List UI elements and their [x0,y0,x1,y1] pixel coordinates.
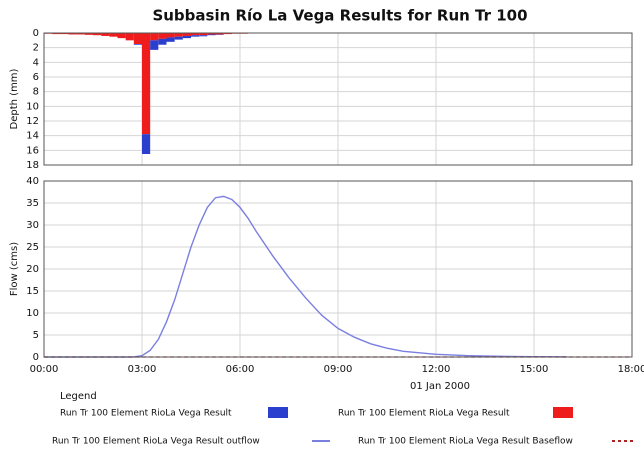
bar [166,33,175,38]
bar [93,33,102,36]
y-tick-label: 10 [26,308,39,319]
bar [84,33,93,35]
y-tick-label: 40 [26,176,39,187]
x-tick-label: 12:00 [422,364,451,375]
bar [52,33,61,35]
y-tick-label: 18 [26,160,39,171]
chart-title: Subbasin Río La Vega Results for Run Tr … [152,7,527,25]
x-tick-label: 06:00 [226,364,255,375]
bar [174,36,183,40]
y-tick-label: 12 [26,116,39,127]
bar [142,134,151,154]
bar [158,38,167,45]
legend-label: Run Tr 100 Element RioLa Vega Result [338,409,510,419]
bar [68,33,77,35]
bar [207,33,216,35]
y-tick-label: 6 [33,72,39,83]
x-tick-label: 00:00 [30,364,59,375]
x-tick-label: 09:00 [324,364,353,375]
y-tick-label: 8 [33,87,39,98]
bar [223,33,232,35]
bar [215,33,224,35]
y-tick-label: 5 [33,330,39,341]
plot-frame [43,32,633,166]
y-tick-label: 10 [26,101,39,112]
y-tick-label: 14 [26,131,39,142]
y-tick-label: 16 [26,145,39,156]
y-tick-label: 30 [26,220,39,231]
y-axis-label: Flow (cms) [9,242,20,296]
x-tick-label: 03:00 [128,364,157,375]
bar [182,33,191,36]
y-tick-label: 35 [26,198,39,209]
x-tick-label: 15:00 [520,364,549,375]
bar [150,40,159,50]
bar [133,33,142,44]
bar [101,33,110,36]
y-tick-label: 20 [26,264,39,275]
bar [191,33,200,36]
y-tick-label: 25 [26,242,39,253]
bar [133,44,142,45]
legend-swatch [553,407,573,418]
legend-title: Legend [60,391,97,402]
bar [182,35,191,39]
bar [166,37,175,42]
bar [199,35,208,37]
y-tick-label: 2 [33,43,39,54]
y-tick-label: 15 [26,286,39,297]
bar [158,33,167,39]
bar [76,33,85,35]
bar [117,33,126,39]
bar [150,33,159,41]
y-tick-label: 4 [33,57,39,68]
x-tick-label: 18:00 [618,364,644,375]
bar [109,33,118,37]
y-tick-label: 0 [33,352,39,363]
bar [60,33,69,35]
bar [207,34,216,36]
plot-frame [43,180,633,358]
bar [125,33,134,41]
legend-swatch [268,407,288,418]
legend-label: Run Tr 100 Element RioLa Vega Result out… [52,437,260,447]
bar [191,35,200,37]
legend-label: Run Tr 100 Element RioLa Vega Result [60,409,232,419]
line [44,195,567,358]
legend-label: Run Tr 100 Element RioLa Vega Result Bas… [358,437,573,447]
bar [142,33,151,135]
bar [199,33,208,36]
y-tick-label: 0 [33,28,39,39]
x-axis-label: 01 Jan 2000 [410,381,470,392]
y-axis-label: Depth (mm) [9,68,20,129]
bar [174,33,183,37]
